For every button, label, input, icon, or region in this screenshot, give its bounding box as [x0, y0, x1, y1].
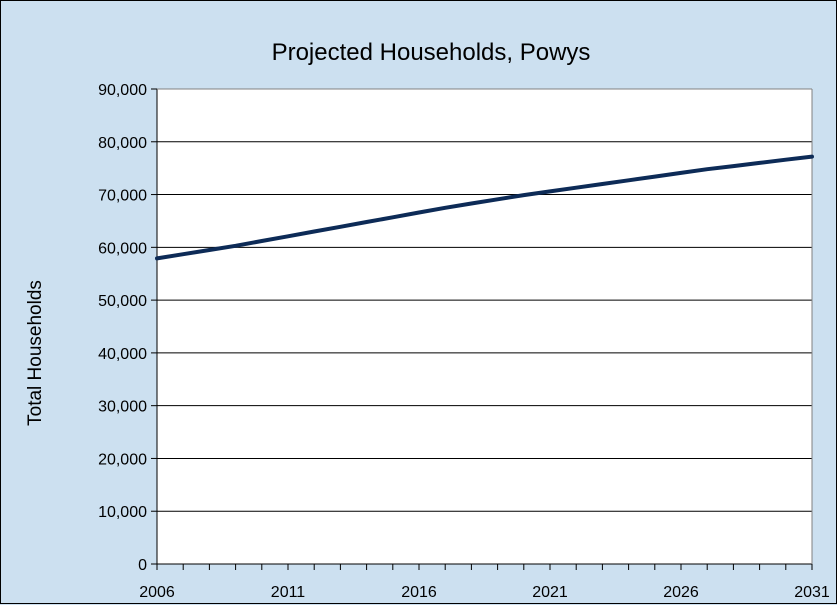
y-tick-label: 20,000 — [98, 451, 147, 468]
y-tick-label: 80,000 — [98, 135, 147, 152]
y-tick-label: 50,000 — [98, 293, 147, 310]
x-tick-label: 2021 — [532, 584, 568, 601]
x-tick-label: 2006 — [139, 584, 175, 601]
y-axis-label: Total Households — [25, 280, 46, 426]
y-tick-label: 70,000 — [98, 188, 147, 205]
series-line — [155, 154, 814, 261]
x-tick-label: 2031 — [794, 584, 830, 601]
y-tick-label: 40,000 — [98, 346, 147, 363]
y-tick-label: 30,000 — [98, 399, 147, 416]
y-tick-label: 0 — [138, 557, 147, 574]
y-tick-label: 60,000 — [98, 240, 147, 257]
plot-layer: 0 10,000 20,000 30,000 40,000 50,000 60,000 70,… — [98, 82, 830, 601]
y-tick-label: 10,000 — [98, 504, 147, 521]
plot-area-background — [157, 89, 812, 564]
x-tick-label: 2011 — [271, 584, 306, 601]
x-tick-label: 2026 — [663, 584, 699, 601]
chart-title: Projected Households, Powys — [272, 39, 591, 66]
y-tick-label: 90,000 — [98, 82, 147, 99]
x-tick-label: 2016 — [401, 584, 437, 601]
